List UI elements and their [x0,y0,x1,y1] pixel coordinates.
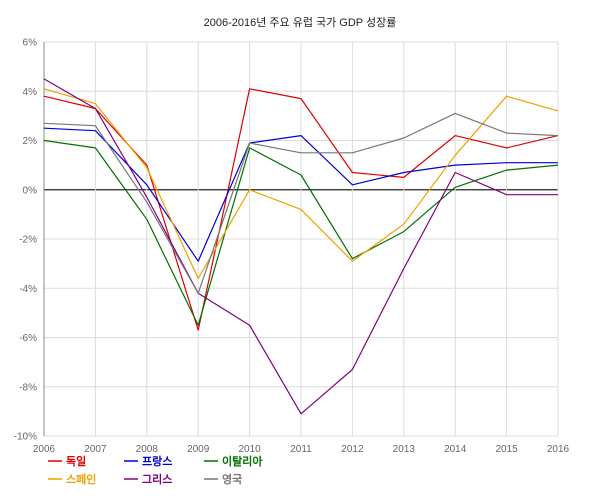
x-tick-label: 2012 [341,444,364,455]
y-tick-label: -6% [19,333,37,344]
x-tick-label: 2014 [444,444,467,455]
legend-label: 독일 [66,454,86,468]
chart-title: 2006-2016년 주요 유럽 국가 GDP 성장률 [204,15,397,29]
series-line [43,78,558,415]
x-tick-label: 2011 [290,444,312,455]
y-tick-label: 4% [23,87,38,98]
x-tick-label: 2006 [33,444,56,455]
x-tick-label: 2016 [547,444,570,455]
grid [43,41,559,437]
legend-label: 영국 [222,473,242,486]
legend-label: 프랑스 [142,455,172,468]
x-tick-label: 2007 [84,444,107,455]
legend-label: 그리스 [142,472,172,486]
series-line [43,139,559,326]
series-line [43,112,559,294]
y-tick-label: 2% [23,136,38,147]
axes: 6% 4% 2% 0% -2% -4% -6% -8% -10%2006 2007 2008 2009… [14,38,570,456]
y-tick-label: -10% [14,432,37,443]
y-tick-label: -4% [19,284,37,295]
y-tick-label: 6% [23,38,38,49]
legend-label: 이탈리아 [222,454,263,468]
series-line [43,88,559,279]
legend-label: 스페인 [66,472,96,486]
x-tick-label: 2013 [393,444,416,455]
series-lines [43,78,559,415]
y-tick-label: -8% [19,382,37,393]
x-tick-label: 2008 [136,444,159,455]
y-tick-label: 0% [23,185,38,196]
x-tick-label: 2015 [495,444,518,455]
y-tick-label: -2% [19,235,37,246]
x-tick-label: 2010 [238,444,261,455]
x-tick-label: 2009 [187,444,210,455]
